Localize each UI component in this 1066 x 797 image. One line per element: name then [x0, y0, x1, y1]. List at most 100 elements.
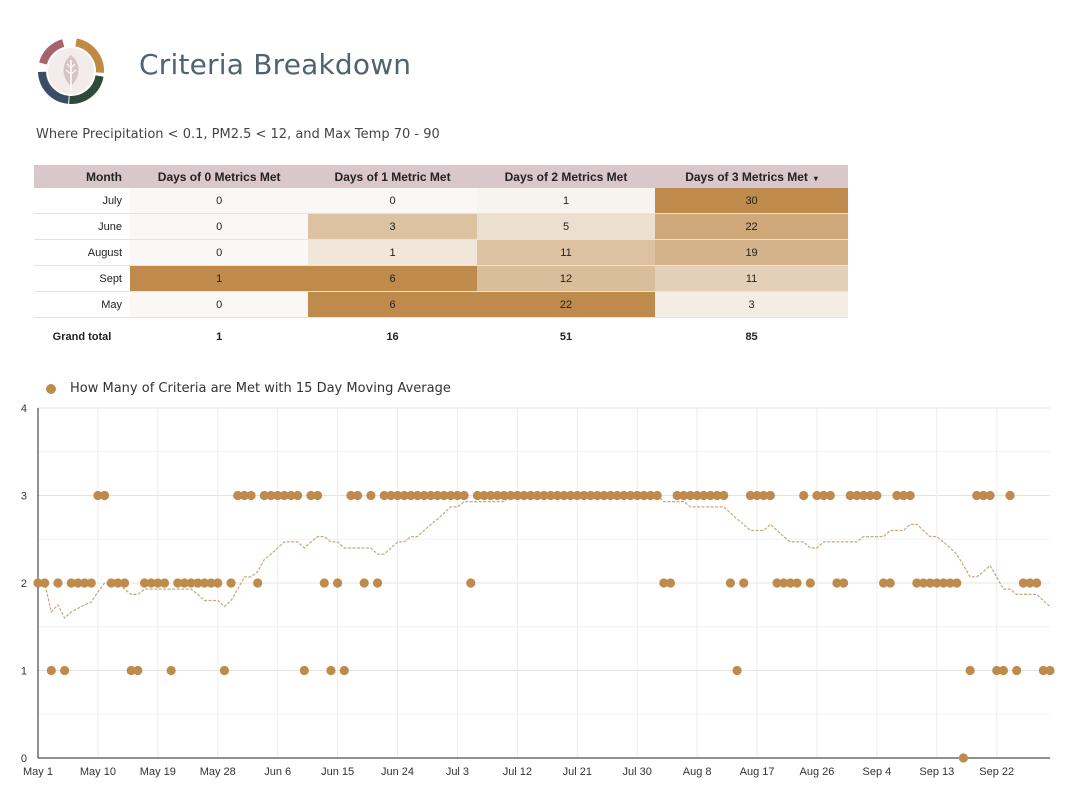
- table-cell: 0: [130, 213, 309, 240]
- data-point: [33, 578, 43, 588]
- y-tick-label: 3: [21, 491, 27, 503]
- data-point: [672, 490, 682, 501]
- data-point: [233, 490, 243, 501]
- chart-legend: How Many of Criteria are Met with 15 Day…: [46, 381, 451, 396]
- column-header-3-metrics[interactable]: Days of 3 Metrics Met ▾: [655, 165, 848, 188]
- data-point: [333, 578, 343, 588]
- data-point: [852, 490, 862, 501]
- data-point: [86, 578, 96, 588]
- legend-marker-icon: [46, 383, 56, 394]
- column-header-month[interactable]: Month: [34, 165, 130, 188]
- x-tick-label: Jun 24: [381, 766, 414, 778]
- data-point: [645, 490, 656, 501]
- data-point: [745, 490, 755, 501]
- data-point: [99, 490, 110, 501]
- y-tick-label: 1: [21, 666, 27, 678]
- x-tick-label: Jun 15: [321, 766, 354, 778]
- data-point: [80, 578, 90, 588]
- x-tick-label: May 19: [140, 766, 176, 778]
- data-point: [699, 490, 709, 501]
- table-cell: 22: [655, 213, 848, 240]
- row-month-label: May: [34, 291, 130, 318]
- data-point: [972, 490, 982, 501]
- data-point: [406, 490, 416, 501]
- data-point: [599, 490, 609, 501]
- data-point: [399, 490, 409, 501]
- data-point: [779, 578, 789, 588]
- grand-total-cell: 1: [130, 317, 309, 356]
- x-tick-label: Aug 8: [683, 766, 712, 778]
- data-point: [945, 578, 955, 588]
- column-header-1-metric[interactable]: Days of 1 Metric Met: [308, 165, 477, 188]
- data-point: [905, 490, 915, 501]
- data-point: [805, 578, 815, 588]
- data-point: [246, 490, 256, 501]
- data-point: [712, 490, 722, 501]
- moving-average-line: [38, 494, 1051, 619]
- table-cell: 11: [476, 239, 656, 266]
- data-point: [705, 490, 716, 501]
- column-header-0-metrics[interactable]: Days of 0 Metrics Met: [130, 165, 309, 188]
- data-point: [1032, 578, 1042, 588]
- data-point: [46, 665, 56, 676]
- data-point: [139, 578, 150, 588]
- data-point: [326, 665, 336, 676]
- data-point: [1005, 490, 1015, 501]
- data-point: [339, 665, 349, 676]
- y-tick-label: 2: [21, 578, 27, 590]
- data-point: [466, 578, 476, 588]
- data-point: [313, 490, 323, 501]
- data-point: [679, 490, 689, 501]
- data-point: [526, 490, 536, 501]
- column-header-2-metrics[interactable]: Days of 2 Metrics Met: [476, 165, 656, 188]
- table-cell: 12: [476, 265, 656, 292]
- data-point: [446, 490, 456, 501]
- data-point: [632, 490, 642, 501]
- data-point: [366, 490, 376, 501]
- data-point: [173, 578, 183, 588]
- x-tick-label: Jul 12: [503, 766, 532, 778]
- legend-label: How Many of Criteria are Met with 15 Day…: [70, 381, 451, 396]
- data-point: [592, 490, 602, 501]
- data-point: [293, 490, 303, 501]
- x-tick-label: Aug 26: [800, 766, 835, 778]
- data-point: [552, 490, 562, 501]
- data-point: [379, 490, 389, 501]
- table-cell: 22: [476, 291, 656, 318]
- data-point: [286, 490, 296, 501]
- x-tick-label: May 10: [80, 766, 116, 778]
- x-tick-label: Sep 13: [919, 766, 954, 778]
- data-point: [918, 578, 929, 588]
- data-point: [539, 490, 549, 501]
- table-cell: 0: [308, 188, 477, 214]
- data-point: [486, 490, 496, 501]
- table-row: July 0 0 1 30: [34, 188, 848, 214]
- data-point: [639, 490, 649, 501]
- data-point: [273, 490, 283, 501]
- data-point: [419, 490, 429, 501]
- table-cell: 19: [655, 239, 848, 266]
- table-cell: 1: [308, 239, 477, 266]
- data-point: [625, 490, 636, 501]
- data-point: [832, 578, 842, 588]
- data-point: [452, 490, 463, 501]
- data-point: [952, 578, 962, 588]
- data-point: [319, 578, 329, 588]
- table-cell: 0: [130, 291, 309, 318]
- x-tick-label: Sep 22: [979, 766, 1014, 778]
- data-point: [299, 665, 309, 676]
- data-point: [546, 490, 556, 501]
- data-point: [605, 490, 616, 501]
- data-point: [73, 578, 83, 588]
- data-point: [925, 578, 935, 588]
- data-point: [719, 490, 729, 501]
- data-point: [739, 578, 749, 588]
- data-point: [566, 490, 576, 501]
- data-point: [586, 490, 596, 501]
- data-point: [765, 490, 775, 501]
- data-point: [226, 578, 236, 588]
- data-point: [992, 665, 1002, 676]
- sort-descending-icon[interactable]: ▾: [813, 173, 818, 183]
- data-point: [106, 578, 116, 588]
- row-month-label: Sept: [34, 265, 130, 292]
